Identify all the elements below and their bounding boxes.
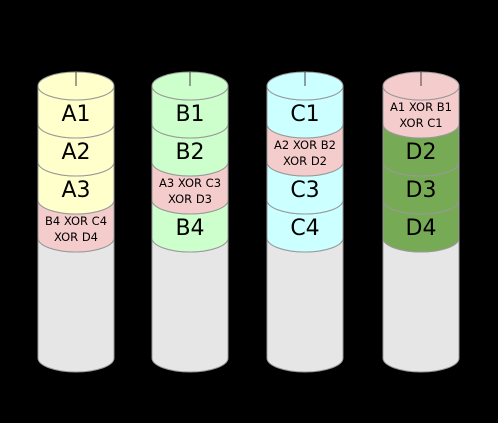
block-label: D4 <box>406 216 437 241</box>
empty-space <box>266 237 344 373</box>
empty-space <box>151 237 229 373</box>
parity-label: XOR C1 <box>399 116 442 130</box>
parity-label: XOR D3 <box>168 192 212 206</box>
block-label: B2 <box>175 140 204 165</box>
parity-label: A1 XOR B1 <box>390 100 452 114</box>
disk-d: A1 XOR B1 XOR C1 D2 D3 D4 <box>382 71 460 373</box>
disk-b: B1 B2 A3 XOR C3 XOR D3 B4 <box>151 71 229 373</box>
parity-label: XOR D4 <box>54 230 98 244</box>
disk-a: A1 A2 A3 B4 XOR C4 XOR D4 <box>37 71 115 373</box>
block-label: D3 <box>406 178 437 203</box>
block-label: C1 <box>290 102 319 127</box>
block-label: A3 <box>61 178 90 203</box>
parity-label: B4 XOR C4 <box>45 214 107 228</box>
parity-label: A3 XOR C3 <box>159 176 221 190</box>
block-label: C4 <box>290 216 319 241</box>
empty-space <box>37 237 115 373</box>
parity-label: A2 XOR B2 <box>274 138 336 152</box>
parity-label: XOR D2 <box>283 154 327 168</box>
block-label: B4 <box>175 216 204 241</box>
block-label: B1 <box>175 102 204 127</box>
diagram-title: RAID 5 <box>202 12 296 42</box>
disk-c: C1 A2 XOR B2 XOR D2 C3 C4 <box>266 71 344 373</box>
block-label: A1 <box>61 102 90 127</box>
block-label: A2 <box>61 140 90 165</box>
empty-space <box>382 237 460 373</box>
block-label: C3 <box>290 178 319 203</box>
block-label: D2 <box>406 140 437 165</box>
